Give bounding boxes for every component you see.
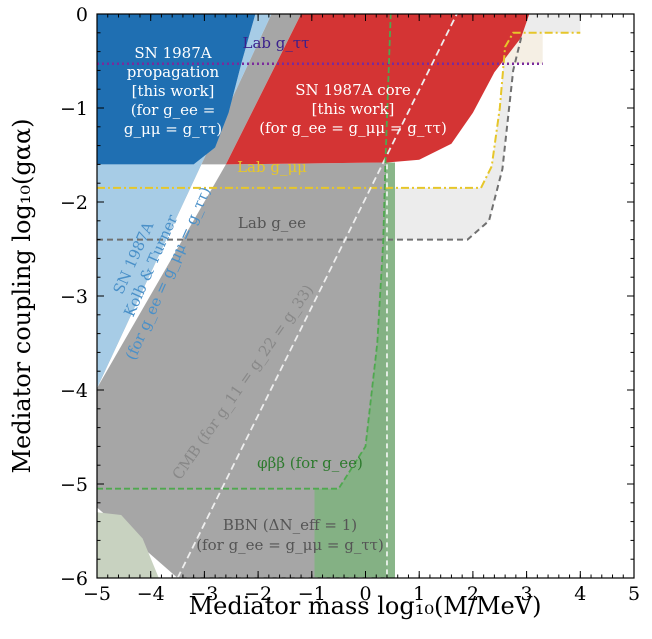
- line-lab-ee: [97, 37, 523, 241]
- region-cmb-lower: [97, 162, 387, 578]
- region-double-beta: [314, 14, 395, 578]
- x-tick-label: −3: [190, 583, 218, 605]
- x-tick-label: −1: [298, 583, 326, 605]
- x-tick-label: −4: [137, 583, 165, 605]
- y-tick-label: −1: [60, 98, 88, 120]
- ticks: −5 −4 −3 −2 −1 0 1 2 3 4 50−1−2−3−4−5−6: [60, 4, 640, 605]
- label-double-beta: φββ (for g_ee): [257, 454, 363, 472]
- y-tick-label: 0: [76, 4, 88, 26]
- line-cmb-equal: [176, 14, 458, 578]
- y-tick-label: −4: [60, 380, 88, 402]
- line-double-beta-line: [97, 14, 392, 490]
- label-lab-mumu: Lab g_μμ: [237, 158, 307, 176]
- x-tick-label: 0: [359, 583, 371, 605]
- lab-exclusion-region: [392, 14, 581, 240]
- label-sn-core: SN 1987A core [this work] (for g_ee = g_μμ…: [259, 81, 447, 137]
- x-tick-label: 3: [521, 583, 533, 605]
- y-tick-label: −3: [60, 286, 88, 308]
- label-sn-propagation: SN 1987A propagation [this work] (for g_ee …: [124, 44, 222, 138]
- label-bbn: BBN (ΔN_eff = 1) (for g_ee = g_μμ = g_ττ): [196, 516, 384, 554]
- x-tick-label: 1: [413, 583, 425, 605]
- label-lab-ee: Lab g_ee: [238, 214, 306, 232]
- y-tick-label: −5: [60, 474, 88, 496]
- line-lab-mumu: [97, 31, 581, 189]
- y-tick-label: −6: [60, 568, 88, 590]
- region-sn-core: [225, 14, 530, 165]
- region-bbn-low: [97, 512, 159, 578]
- y-tick-label: −2: [60, 192, 88, 214]
- label-lab-tautau: Lab g_ττ: [243, 34, 310, 52]
- x-tick-label: 2: [467, 583, 479, 605]
- x-tick-label: −2: [244, 583, 272, 605]
- y-axis-title: Mediator coupling log₁₀(gαα): [8, 118, 36, 473]
- x-axis-title: Mediator mass log₁₀(M/MeV): [189, 592, 542, 620]
- x-tick-label: 4: [574, 583, 586, 605]
- lines: [97, 14, 581, 578]
- region-sn-propagation: [97, 14, 256, 165]
- region-cmb: [97, 14, 302, 389]
- x-tick-label: 5: [628, 583, 640, 605]
- x-tick-label: −5: [83, 583, 111, 605]
- regions: [97, 14, 581, 578]
